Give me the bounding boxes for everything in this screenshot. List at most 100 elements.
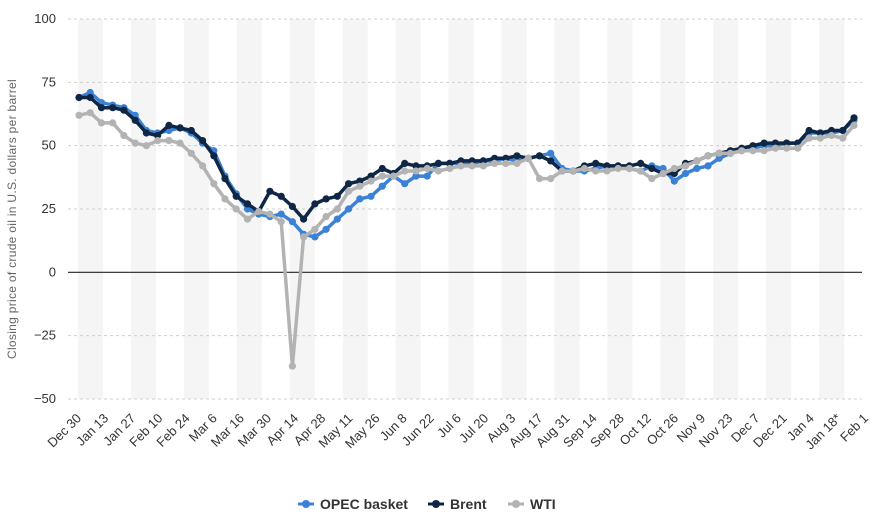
data-point <box>491 159 499 167</box>
legend-marker <box>512 500 520 508</box>
y-tick-label: 75 <box>42 74 56 89</box>
legend-label: WTI <box>530 496 556 512</box>
data-point <box>783 139 791 147</box>
data-point <box>322 195 330 203</box>
data-point <box>670 177 678 185</box>
data-point <box>412 172 420 180</box>
data-point <box>120 131 128 140</box>
data-point <box>311 200 319 208</box>
data-point <box>311 225 319 233</box>
data-point <box>300 233 308 241</box>
data-point <box>142 129 150 137</box>
data-point <box>232 205 240 213</box>
y-axis-label: Closing price of crude oil in U.S. dolla… <box>5 79 19 359</box>
data-point <box>794 144 802 152</box>
data-point <box>322 225 330 233</box>
legend-label: OPEC basket <box>320 496 408 512</box>
data-point <box>97 104 106 112</box>
data-point <box>558 167 566 175</box>
data-point <box>502 159 510 167</box>
data-point <box>412 167 420 175</box>
data-point <box>277 218 285 226</box>
data-point <box>468 162 476 170</box>
data-point <box>648 164 656 173</box>
data-point <box>738 147 746 155</box>
data-point <box>771 139 780 147</box>
data-point <box>401 167 409 175</box>
data-point <box>637 167 645 175</box>
data-point <box>378 172 386 180</box>
data-point <box>547 157 555 165</box>
data-point <box>333 215 341 223</box>
data-point <box>109 119 117 127</box>
data-point <box>670 164 678 173</box>
x-tick-label: Oct 26 <box>643 410 681 448</box>
data-point <box>288 362 296 370</box>
legend-label: Brent <box>450 496 487 512</box>
data-point <box>569 167 577 175</box>
data-point <box>805 134 813 142</box>
data-point <box>378 164 386 173</box>
legend-item[interactable]: WTI <box>508 496 556 512</box>
data-point <box>109 104 117 112</box>
data-point <box>479 162 487 170</box>
data-point <box>659 164 667 173</box>
data-point <box>603 162 611 170</box>
data-point <box>513 159 521 167</box>
y-tick-label: 0 <box>49 264 56 279</box>
data-point <box>457 157 465 165</box>
series-lines <box>75 88 858 370</box>
data-point <box>827 131 836 140</box>
data-point <box>187 126 195 135</box>
data-point <box>154 131 162 140</box>
data-point <box>356 182 364 190</box>
legend-item[interactable]: OPEC basket <box>298 496 408 512</box>
data-point <box>446 164 454 173</box>
data-point <box>367 172 375 180</box>
legend-marker <box>302 500 310 508</box>
data-point <box>479 157 487 165</box>
data-point <box>693 157 701 165</box>
y-tick-label: 50 <box>42 138 56 153</box>
y-tick-label: 100 <box>34 11 56 26</box>
data-point <box>704 152 712 160</box>
data-point <box>389 172 398 180</box>
data-point <box>715 154 723 162</box>
data-point <box>603 167 611 175</box>
data-point <box>760 147 768 155</box>
data-point <box>535 175 544 183</box>
data-point <box>165 121 173 129</box>
data-point <box>311 233 319 241</box>
data-point <box>210 180 218 188</box>
data-point <box>749 142 757 150</box>
data-point <box>199 162 207 170</box>
data-point <box>345 205 353 213</box>
data-point <box>693 164 701 173</box>
data-point <box>367 177 375 185</box>
data-point <box>524 154 532 162</box>
data-point <box>75 93 83 102</box>
data-point <box>547 175 555 183</box>
series-line <box>77 110 856 368</box>
data-point <box>210 152 218 160</box>
data-point <box>401 180 409 188</box>
x-tick-label: Jul 20 <box>456 411 491 446</box>
data-point <box>86 93 94 102</box>
series-wti <box>75 109 858 370</box>
legend-item[interactable]: Brent <box>428 496 487 512</box>
data-point <box>187 149 195 157</box>
data-point <box>614 164 622 173</box>
data-point <box>816 134 824 142</box>
data-point <box>401 159 409 167</box>
data-point <box>266 210 274 218</box>
data-point <box>423 164 431 173</box>
data-point <box>277 192 285 200</box>
data-point <box>681 162 690 170</box>
data-point <box>86 88 94 97</box>
data-point <box>434 159 442 167</box>
y-tick-label: −25 <box>34 328 56 343</box>
data-point <box>345 187 353 195</box>
data-point <box>412 162 420 170</box>
data-point <box>468 157 476 165</box>
data-point <box>491 154 499 162</box>
